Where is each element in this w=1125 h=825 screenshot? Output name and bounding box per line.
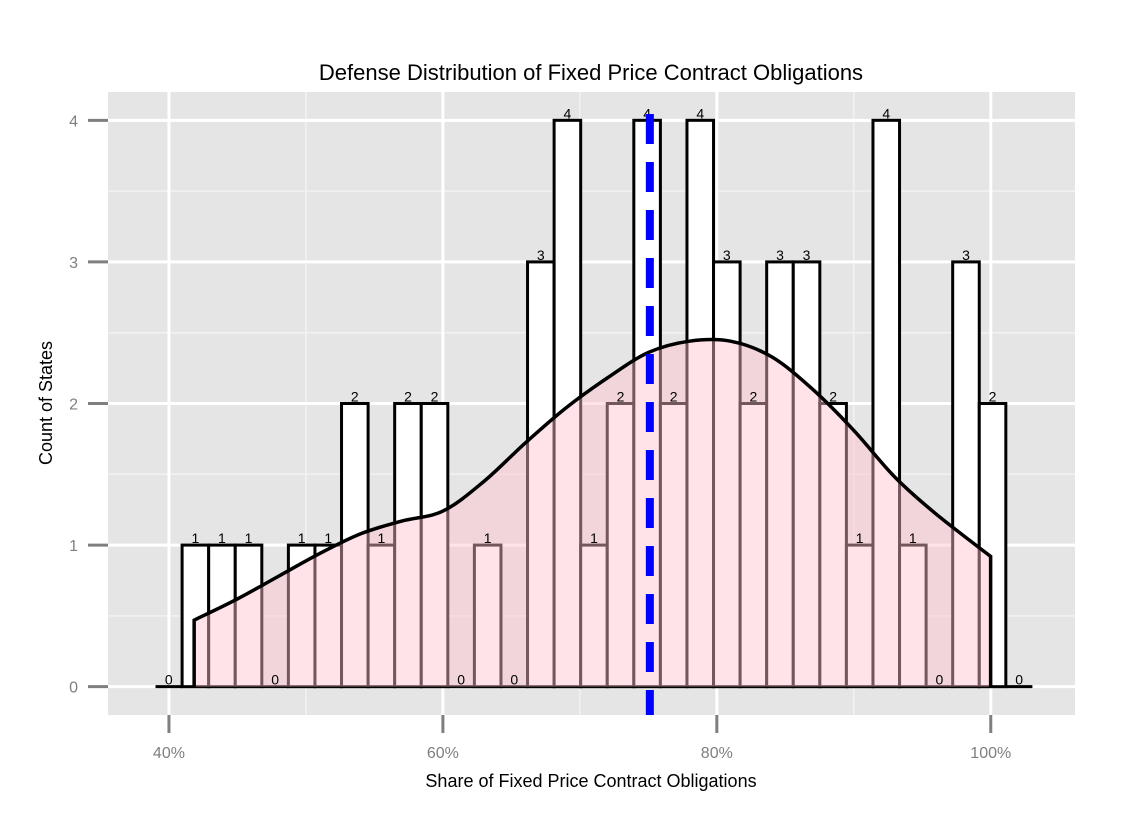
x-axis-title: Share of Fixed Price Contract Obligation… xyxy=(425,771,756,791)
density-curve xyxy=(192,337,993,687)
bar-count-label: 1 xyxy=(377,530,385,546)
histogram-bar xyxy=(552,118,583,689)
bar-count-label: 2 xyxy=(749,389,757,405)
bar-count-label: 3 xyxy=(723,247,731,263)
bar-count-label: 1 xyxy=(191,530,199,546)
bar-count-label: 3 xyxy=(962,247,970,263)
histogram-bar xyxy=(419,402,450,689)
histogram-bar xyxy=(871,118,902,689)
bar-count-label: 3 xyxy=(803,247,811,263)
histogram-bar xyxy=(286,543,317,689)
chart-title: Defense Distribution of Fixed Price Cont… xyxy=(319,60,863,85)
histogram-bar xyxy=(526,260,556,689)
bar-count-label: 1 xyxy=(298,530,306,546)
x-tick-label: 60% xyxy=(427,745,459,762)
y-tick-label: 4 xyxy=(69,113,78,130)
histogram-bar xyxy=(313,543,344,689)
bar-count-label: 2 xyxy=(351,389,359,405)
density-area xyxy=(192,337,993,687)
histogram-bar xyxy=(818,402,848,689)
bar-count-label: 4 xyxy=(882,105,890,121)
bar-count-label: 1 xyxy=(484,530,492,546)
bar-count-label: 0 xyxy=(457,672,465,688)
histogram-bar xyxy=(844,543,875,689)
bar-count-label: 4 xyxy=(696,105,704,121)
y-tick-label: 3 xyxy=(69,255,78,272)
histogram-bar xyxy=(233,543,264,689)
bar-count-label: 2 xyxy=(670,389,678,405)
bar-count-label: 4 xyxy=(643,105,651,121)
bar-count-label: 1 xyxy=(324,530,332,546)
bar-count-label: 1 xyxy=(909,530,917,546)
histogram-bar xyxy=(472,543,503,689)
x-axis: 40% 60% 80% 100% xyxy=(153,715,1011,762)
histogram-bar xyxy=(898,543,928,689)
bar-count-labels: 0 1 1 1 0 1 1 2 1 2 2 0 1 0 3 4 1 2 4 2 4 3 2 3 3 2 1 4 1 0 3 2 0 xyxy=(165,105,1023,687)
bar-count-label: 0 xyxy=(510,672,518,688)
histogram-bar xyxy=(685,118,716,689)
bar-count-label: 1 xyxy=(856,530,864,546)
bar-count-label: 0 xyxy=(165,672,173,688)
histogram-bar xyxy=(951,260,981,689)
y-axis: 0 1 2 3 4 xyxy=(69,113,108,697)
bar-count-label: 3 xyxy=(537,247,545,263)
y-tick-label: 1 xyxy=(69,538,78,555)
bar-count-label: 0 xyxy=(1015,672,1023,688)
bar-count-label: 1 xyxy=(218,530,226,546)
bar-count-label: 2 xyxy=(829,389,837,405)
bar-count-label: 2 xyxy=(989,389,997,405)
bar-count-label: 2 xyxy=(404,389,412,405)
histogram-bar xyxy=(207,543,237,689)
y-tick-label: 0 xyxy=(69,680,78,697)
bar-count-label: 2 xyxy=(431,389,439,405)
x-tick-label: 40% xyxy=(153,745,185,762)
bars xyxy=(155,118,1033,689)
bar-count-label: 4 xyxy=(563,105,571,121)
density-fill xyxy=(194,339,991,687)
bar-count-label: 1 xyxy=(590,530,598,546)
histogram-bar xyxy=(658,402,689,689)
histogram-bar xyxy=(791,260,822,689)
y-tick-label: 2 xyxy=(69,397,78,414)
x-tick-label: 100% xyxy=(970,745,1011,762)
bar-count-label: 0 xyxy=(936,672,944,688)
bar-count-label: 1 xyxy=(245,530,253,546)
histogram-bar xyxy=(340,402,370,689)
histogram-bar xyxy=(393,402,423,689)
x-tick-label: 80% xyxy=(701,745,733,762)
y-axis-title: Count of States xyxy=(36,341,56,465)
bar-count-label: 2 xyxy=(617,389,625,405)
bar-count-label: 0 xyxy=(271,672,279,688)
histogram-bar xyxy=(977,402,1008,689)
bar-count-label: 3 xyxy=(776,247,784,263)
histogram-bar xyxy=(579,543,609,689)
